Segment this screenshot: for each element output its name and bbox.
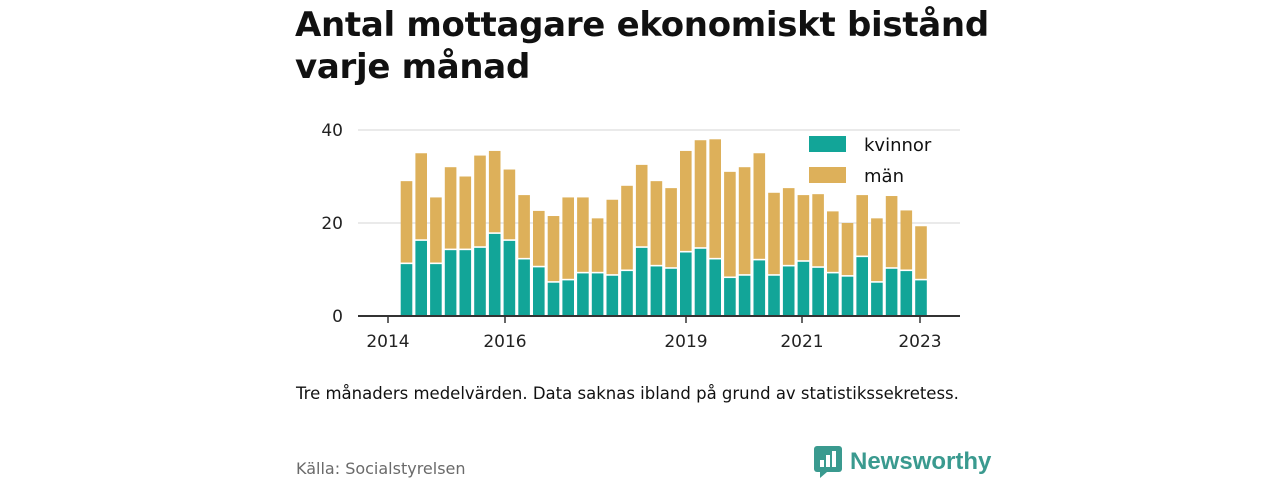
- bar-man: [812, 194, 824, 267]
- bar-kvinnor: [650, 266, 663, 316]
- x-tick-label: 2021: [780, 332, 823, 352]
- bar-man: [591, 218, 604, 272]
- bar-kvinnor: [547, 282, 560, 316]
- legend: kvinnor män: [809, 135, 932, 187]
- bar-kvinnor: [812, 267, 824, 316]
- bar-man: [444, 167, 457, 249]
- bar-man: [782, 188, 795, 265]
- bar-kvinnor: [606, 275, 619, 316]
- legend-swatch-man: [809, 167, 846, 183]
- bar-kvinnor: [430, 264, 442, 316]
- newsworthy-logo-icon: [814, 446, 842, 478]
- brand-name: Newsworthy: [850, 448, 992, 475]
- bar-man: [797, 195, 810, 261]
- bar-kvinnor: [738, 275, 751, 316]
- bar-man: [488, 150, 501, 233]
- bar-kvinnor: [724, 278, 736, 316]
- bar-kvinnor: [518, 259, 530, 316]
- bar-man: [503, 169, 516, 240]
- axes: 0 20 40 2014 2016 2019 2021 2023: [321, 121, 960, 352]
- bar-kvinnor: [782, 266, 795, 316]
- bar-kvinnor: [694, 248, 707, 316]
- bar-kvinnor: [841, 276, 854, 316]
- bar-man: [871, 218, 883, 282]
- bar-man: [518, 195, 530, 258]
- bar-kvinnor: [444, 250, 457, 316]
- bar-kvinnor: [753, 260, 766, 316]
- source-text: Källa: Socialstyrelsen: [296, 459, 466, 478]
- stacked-bar-chart: 0 20 40 2014 2016 2019 2021 2023 kvinnor män: [321, 121, 960, 352]
- bar-kvinnor: [577, 273, 589, 316]
- bar-kvinnor: [474, 247, 486, 316]
- bar-kvinnor: [400, 264, 413, 316]
- bar-man: [621, 185, 633, 270]
- bar-man: [606, 199, 619, 275]
- bar-man: [650, 181, 663, 265]
- bar-man: [533, 210, 545, 266]
- bar-man: [753, 153, 766, 259]
- y-tick-label: 0: [332, 307, 343, 327]
- bar-man: [430, 197, 442, 263]
- bar-kvinnor: [827, 273, 839, 316]
- bar-kvinnor: [768, 275, 780, 316]
- brand-logo: Newsworthy: [814, 446, 991, 478]
- bar-man: [577, 197, 589, 272]
- bar-man: [724, 171, 736, 277]
- bar-kvinnor: [562, 280, 574, 316]
- bar-kvinnor: [665, 268, 677, 316]
- bar-man: [900, 210, 913, 270]
- bar-man: [709, 139, 721, 258]
- x-tick-label: 2019: [664, 332, 707, 352]
- y-tick-label: 20: [321, 214, 343, 234]
- bar-kvinnor: [797, 261, 810, 316]
- bar-man: [694, 140, 707, 248]
- legend-label-man: män: [864, 166, 904, 187]
- bar-kvinnor: [885, 268, 898, 316]
- bar-man: [827, 211, 839, 272]
- bar-man: [562, 197, 574, 279]
- bar-man: [415, 153, 427, 240]
- y-tick-label: 40: [321, 121, 343, 141]
- chart-title: Antal mottagare ekonomiskt bistånd varje…: [295, 5, 989, 87]
- bar-kvinnor: [900, 271, 913, 316]
- bars: [400, 139, 927, 317]
- x-tick-label: 2023: [898, 332, 941, 352]
- bar-kvinnor: [871, 282, 883, 316]
- bar-man: [474, 155, 486, 247]
- bar-kvinnor: [915, 280, 927, 316]
- bar-kvinnor: [503, 240, 516, 317]
- bar-kvinnor: [533, 267, 545, 316]
- bar-man: [738, 167, 751, 275]
- bar-kvinnor: [680, 252, 692, 316]
- x-tick-label: 2014: [366, 332, 409, 352]
- bar-man: [915, 226, 927, 279]
- bar-kvinnor: [488, 233, 501, 316]
- legend-swatch-kvinnor: [809, 136, 846, 152]
- bar-man: [635, 164, 648, 247]
- bar-kvinnor: [709, 259, 721, 316]
- legend-label-kvinnor: kvinnor: [864, 135, 932, 156]
- bar-man: [856, 195, 868, 256]
- bar-man: [400, 181, 413, 263]
- bar-man: [547, 216, 560, 282]
- bar-man: [665, 188, 677, 268]
- x-tick-label: 2016: [483, 332, 526, 352]
- bar-man: [680, 150, 692, 251]
- bar-man: [768, 192, 780, 275]
- bar-kvinnor: [415, 240, 427, 317]
- bar-man: [885, 196, 898, 268]
- chart-note: Tre månaders medelvärden. Data saknas ib…: [296, 384, 959, 403]
- bar-kvinnor: [591, 273, 604, 316]
- bar-kvinnor: [459, 250, 472, 316]
- bar-kvinnor: [856, 257, 868, 316]
- bar-man: [841, 223, 854, 276]
- bar-kvinnor: [621, 271, 633, 316]
- bar-kvinnor: [635, 247, 648, 316]
- bar-man: [459, 176, 472, 249]
